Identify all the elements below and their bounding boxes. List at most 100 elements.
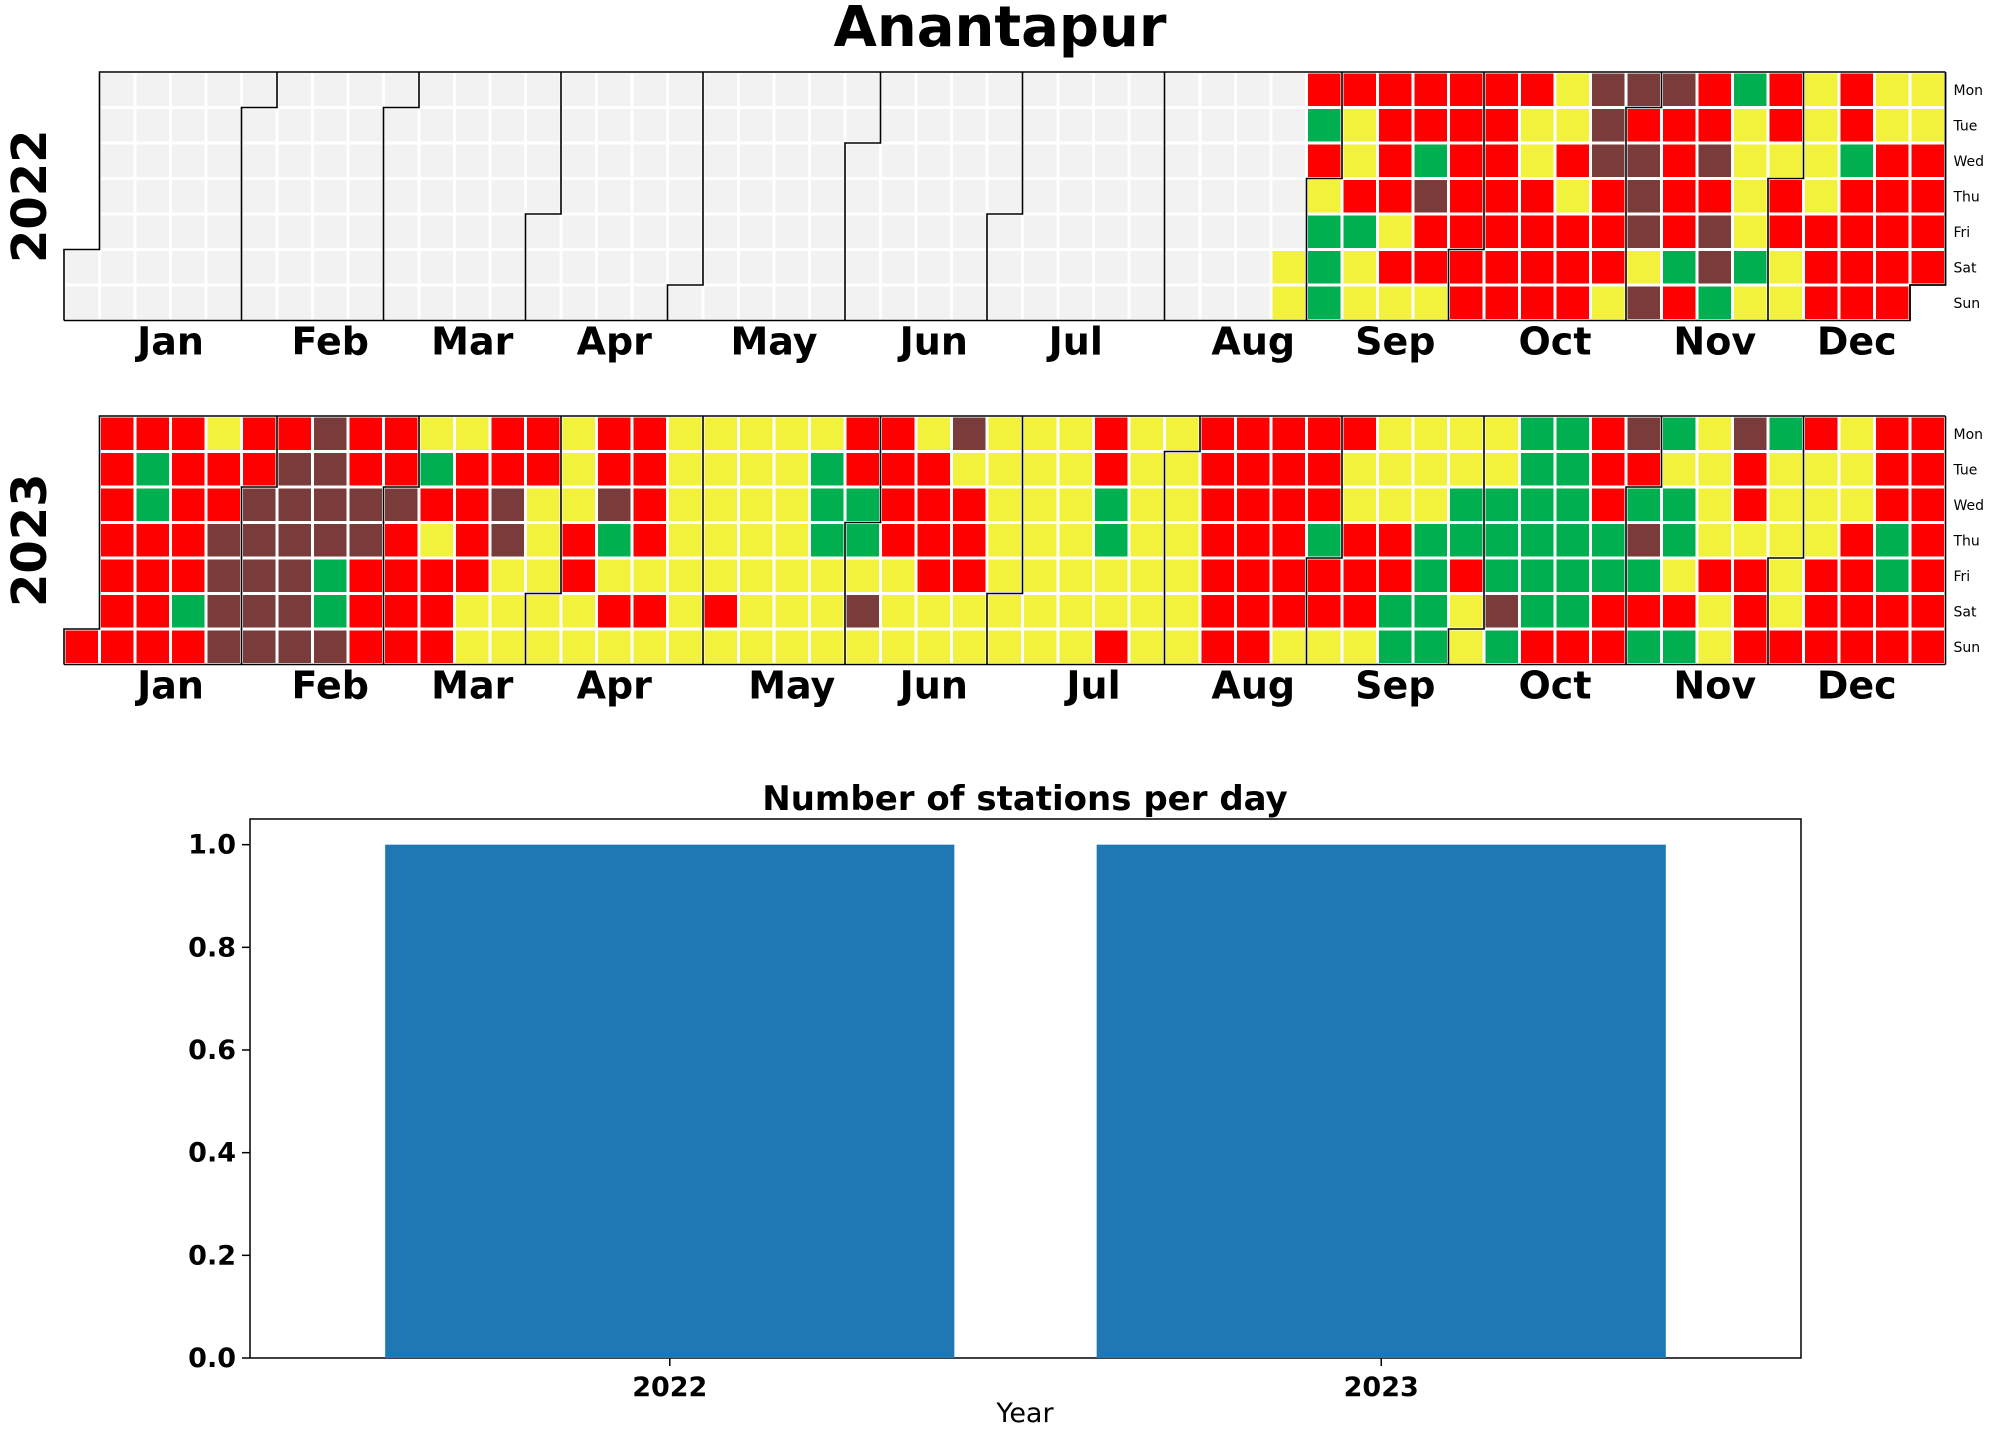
calendar-day-cell xyxy=(527,180,560,213)
calendar-day-cell xyxy=(1166,215,1199,248)
calendar-day-cell xyxy=(278,417,311,450)
calendar-day-cell xyxy=(207,559,240,592)
calendar-day-cell xyxy=(562,109,595,142)
calendar-day-cell xyxy=(1308,286,1341,319)
calendar-day-cell xyxy=(1485,251,1518,284)
calendar-day-cell xyxy=(953,215,986,248)
calendar-day-cell xyxy=(740,109,773,142)
calendar-day-cell xyxy=(243,488,276,521)
calendar-day-cell xyxy=(1308,595,1341,628)
calendar-day-cell xyxy=(1379,595,1412,628)
calendar-day-cell xyxy=(953,180,986,213)
calendar-day-cell xyxy=(1627,453,1660,486)
month-label: Aug xyxy=(1211,664,1295,708)
calendar-day-cell xyxy=(385,180,418,213)
month-boundary xyxy=(1447,72,1485,321)
calendar-day-cell xyxy=(1024,73,1057,106)
calendar-day-cell xyxy=(1343,180,1376,213)
calendar-day-cell xyxy=(1627,524,1660,557)
calendar-day-cell xyxy=(917,488,950,521)
calendar-day-cell xyxy=(953,488,986,521)
calendar-day-cell xyxy=(349,524,382,557)
calendar-day-cell xyxy=(882,630,915,663)
calendar-day-cell xyxy=(598,251,631,284)
calendar-day-cell xyxy=(1556,630,1589,663)
calendar-day-cell xyxy=(491,286,524,319)
calendar-day-cell xyxy=(1840,630,1873,663)
calendar-day-cell xyxy=(1130,73,1163,106)
calendar-day-cell xyxy=(1272,559,1305,592)
calendar-day-cell xyxy=(1308,524,1341,557)
month-boundary xyxy=(844,72,882,321)
calendar-day-cell xyxy=(527,73,560,106)
calendar-day-cell xyxy=(420,215,453,248)
calendar-day-cell xyxy=(740,453,773,486)
month-boundary xyxy=(524,72,562,321)
calendar-day-cell xyxy=(1379,559,1412,592)
calendar-day-cell xyxy=(420,453,453,486)
calendar-day-cell xyxy=(1663,180,1696,213)
calendar-day-cell xyxy=(172,180,205,213)
bar-series xyxy=(385,844,1666,1358)
calendar-day-cell xyxy=(988,180,1021,213)
calendar-day-cell xyxy=(1840,180,1873,213)
calendar-day-cell xyxy=(1521,630,1554,663)
calendar-day-cell xyxy=(1130,180,1163,213)
calendar-day-cell xyxy=(1095,488,1128,521)
calendar-day-cell xyxy=(882,144,915,177)
calendar-day-cell xyxy=(1521,417,1554,450)
calendar-day-cell xyxy=(1876,215,1909,248)
calendar-day-cell xyxy=(1130,488,1163,521)
calendar-day-cell xyxy=(1272,595,1305,628)
calendar-day-cell xyxy=(1592,251,1625,284)
calendar-day-cell xyxy=(456,630,489,663)
calendar-day-cell xyxy=(243,417,276,450)
calendar-day-cell xyxy=(1556,109,1589,142)
calendar-day-cell xyxy=(846,453,879,486)
calendar-day-cell xyxy=(1130,595,1163,628)
calendar-day-cell xyxy=(1308,73,1341,106)
x-axis-label: Year xyxy=(995,1398,1054,1429)
calendar-day-cell xyxy=(1379,488,1412,521)
calendar-day-cell xyxy=(1272,630,1305,663)
calendar-day-cell xyxy=(1024,286,1057,319)
calendar-day-cell xyxy=(243,144,276,177)
calendar-day-cell xyxy=(1450,453,1483,486)
main-title: Anantapur xyxy=(834,0,1167,60)
calendar-day-cell xyxy=(314,73,347,106)
calendar-day-cell xyxy=(1521,109,1554,142)
calendar-day-cell xyxy=(1556,524,1589,557)
y-tick-label: 0.8 xyxy=(188,932,236,963)
calendar-day-cell xyxy=(1556,73,1589,106)
calendar-day-cell xyxy=(1805,251,1838,284)
stations-bar-chart: Number of stations per day 0.00.20.40.60… xyxy=(188,779,1802,1429)
calendar-day-cell xyxy=(1521,73,1554,106)
calendar-day-cell xyxy=(527,630,560,663)
calendar-day-cell xyxy=(562,180,595,213)
calendar-day-cell xyxy=(704,144,737,177)
calendar-day-cell xyxy=(1450,524,1483,557)
calendar-day-cell xyxy=(385,488,418,521)
calendar-day-cell xyxy=(988,286,1021,319)
calendar-day-cell xyxy=(811,144,844,177)
month-label: Jan xyxy=(134,664,204,708)
calendar-day-cell xyxy=(633,180,666,213)
calendar-day-cell xyxy=(882,251,915,284)
month-label: Sep xyxy=(1355,664,1435,708)
calendar-day-cell xyxy=(1343,630,1376,663)
calendar-day-cell xyxy=(1272,524,1305,557)
calendar-day-cell xyxy=(1059,524,1092,557)
calendar-day-cell xyxy=(207,524,240,557)
calendar-day-cell xyxy=(1734,251,1767,284)
calendar-day-cell xyxy=(988,144,1021,177)
month-boundary xyxy=(1767,72,1805,321)
calendar-day-cell xyxy=(101,109,134,142)
calendar-day-cell xyxy=(740,630,773,663)
calendar-day-cell xyxy=(1698,144,1731,177)
calendar-day-cell xyxy=(669,109,702,142)
calendar-day-cell xyxy=(1059,488,1092,521)
calendar-day-cell xyxy=(882,595,915,628)
calendar-day-cell xyxy=(1414,109,1447,142)
calendar-day-cell xyxy=(491,630,524,663)
calendar-day-cell xyxy=(1343,488,1376,521)
